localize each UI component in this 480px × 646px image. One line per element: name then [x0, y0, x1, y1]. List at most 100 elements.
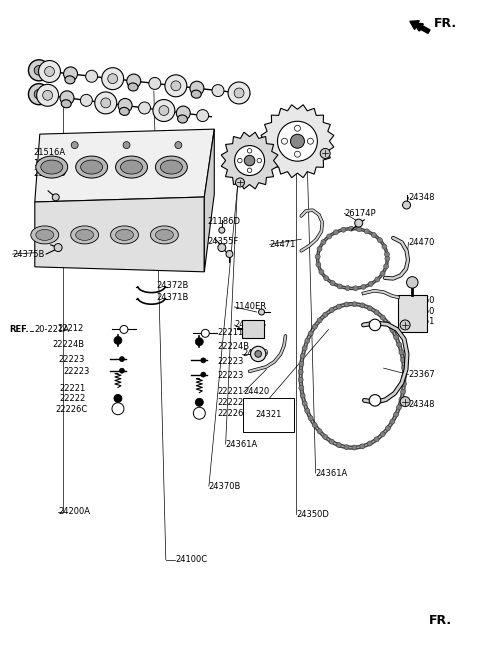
Circle shape: [336, 304, 341, 309]
Text: 24355F: 24355F: [207, 236, 239, 245]
Circle shape: [380, 432, 385, 437]
Ellipse shape: [128, 83, 138, 91]
Circle shape: [312, 422, 317, 428]
Circle shape: [28, 83, 49, 105]
Text: 24372B: 24372B: [156, 281, 189, 290]
Circle shape: [153, 99, 175, 121]
Circle shape: [63, 67, 78, 81]
Circle shape: [323, 312, 328, 317]
Circle shape: [190, 81, 204, 95]
Text: 26160: 26160: [408, 296, 435, 305]
Circle shape: [372, 233, 376, 238]
Text: 22224B: 22224B: [217, 342, 249, 351]
Text: 22211: 22211: [217, 328, 243, 337]
Circle shape: [403, 201, 410, 209]
Circle shape: [360, 303, 365, 308]
Circle shape: [324, 276, 329, 281]
Circle shape: [400, 357, 406, 362]
Circle shape: [195, 338, 204, 346]
Circle shape: [34, 65, 44, 75]
Polygon shape: [204, 129, 214, 272]
Circle shape: [336, 443, 341, 448]
Circle shape: [193, 407, 205, 419]
Ellipse shape: [76, 229, 94, 240]
Circle shape: [251, 346, 266, 362]
Text: FR.: FR.: [429, 614, 452, 627]
Circle shape: [384, 252, 389, 256]
Circle shape: [321, 240, 326, 245]
Circle shape: [294, 125, 300, 131]
Polygon shape: [261, 105, 334, 178]
Text: 23367: 23367: [408, 370, 435, 379]
Circle shape: [298, 377, 303, 382]
Circle shape: [302, 401, 307, 406]
Circle shape: [108, 74, 118, 83]
Circle shape: [380, 271, 385, 276]
Circle shape: [54, 244, 62, 251]
Ellipse shape: [71, 226, 98, 244]
Ellipse shape: [41, 160, 63, 174]
Ellipse shape: [61, 99, 71, 108]
Circle shape: [394, 335, 398, 340]
Text: 22224B: 22224B: [52, 340, 84, 349]
Circle shape: [281, 138, 288, 144]
Circle shape: [329, 439, 334, 444]
Text: 24350D: 24350D: [297, 510, 329, 519]
Ellipse shape: [116, 229, 133, 240]
Text: 22223: 22223: [217, 357, 243, 366]
Text: 24348: 24348: [408, 193, 435, 202]
Circle shape: [374, 437, 379, 442]
Circle shape: [197, 110, 209, 121]
Circle shape: [316, 262, 321, 267]
Circle shape: [344, 302, 349, 307]
Circle shape: [308, 415, 313, 421]
Circle shape: [165, 75, 187, 97]
Circle shape: [302, 346, 307, 351]
Ellipse shape: [81, 160, 103, 174]
Circle shape: [43, 90, 52, 100]
Circle shape: [277, 121, 317, 161]
Circle shape: [300, 393, 305, 398]
Circle shape: [390, 328, 395, 333]
Text: 24470: 24470: [408, 238, 435, 247]
Text: 24370B: 24370B: [209, 481, 241, 490]
Bar: [242, 320, 264, 339]
Circle shape: [114, 337, 122, 344]
Circle shape: [195, 399, 204, 406]
Text: 24361A: 24361A: [226, 440, 258, 449]
Circle shape: [367, 441, 372, 446]
Circle shape: [294, 151, 300, 157]
Circle shape: [374, 310, 379, 315]
Text: 24321: 24321: [255, 410, 282, 419]
Circle shape: [36, 85, 59, 107]
Circle shape: [315, 254, 320, 259]
Text: 21516A: 21516A: [33, 149, 65, 158]
Circle shape: [34, 89, 44, 99]
Circle shape: [400, 320, 410, 330]
Text: 21186D: 21186D: [33, 169, 66, 178]
Text: 22223: 22223: [217, 371, 243, 380]
Circle shape: [305, 408, 310, 413]
Circle shape: [402, 373, 407, 379]
Circle shape: [114, 395, 122, 402]
Text: 22226C: 22226C: [56, 405, 88, 414]
Text: 24349: 24349: [242, 349, 269, 359]
Text: 22222: 22222: [217, 399, 243, 408]
Text: 1140EJ: 1140EJ: [33, 159, 62, 167]
Circle shape: [307, 138, 313, 144]
Circle shape: [369, 395, 381, 406]
Circle shape: [333, 230, 338, 234]
Bar: [398, 295, 427, 332]
Circle shape: [344, 444, 349, 450]
Circle shape: [345, 286, 350, 291]
Circle shape: [102, 68, 124, 90]
Circle shape: [312, 324, 317, 329]
Text: 24361A: 24361A: [316, 469, 348, 477]
Text: 22212: 22212: [57, 324, 84, 333]
Circle shape: [300, 353, 305, 359]
Ellipse shape: [110, 226, 139, 244]
Circle shape: [352, 302, 357, 307]
Circle shape: [384, 264, 388, 269]
Text: FR.: FR.: [434, 17, 457, 30]
FancyArrow shape: [410, 21, 430, 34]
